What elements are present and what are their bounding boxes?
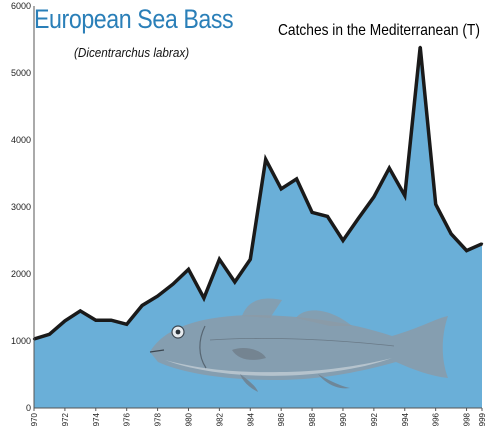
x-tick-label: 1976 xyxy=(123,412,132,426)
data-point-1998 xyxy=(465,249,468,252)
x-tick-label: 1986 xyxy=(277,412,286,426)
data-point-1996 xyxy=(434,203,437,206)
line-layer xyxy=(32,45,484,341)
x-tick-label: 1980 xyxy=(185,412,194,426)
data-point-1978 xyxy=(156,294,159,298)
chart-subtitle: (Dicentrarchus labrax) xyxy=(74,45,190,60)
data-point-1984 xyxy=(249,258,252,261)
data-point-1988 xyxy=(310,211,314,214)
data-point-1977 xyxy=(140,304,144,307)
data-point-1993 xyxy=(388,166,391,170)
x-tick-label: 1999 xyxy=(478,412,487,426)
y-tick-labels: 0 1000 2000 3000 4000 5000 6000 xyxy=(11,1,31,413)
data-point-1991 xyxy=(357,217,360,220)
data-point-1971 xyxy=(48,333,51,336)
x-tick-label: 1978 xyxy=(154,412,163,426)
data-point-1995 xyxy=(419,45,422,49)
data-point-1990 xyxy=(341,239,345,242)
data-point-1975 xyxy=(110,319,113,322)
data-point-1986 xyxy=(280,187,283,191)
axes xyxy=(33,6,482,409)
y-tick-label: 6000 xyxy=(11,1,31,11)
x-tick-labels: 1970 1972 1974 1976 1978 1980 1982 1984 1986 1988… xyxy=(30,408,487,426)
data-point-1994 xyxy=(403,194,406,197)
sea-bass-fish-icon xyxy=(149,298,448,392)
y-tick-label: 2000 xyxy=(11,269,31,279)
y-tick-label: 5000 xyxy=(11,68,31,78)
data-point-1992 xyxy=(372,195,376,199)
data-point-1974 xyxy=(94,319,98,322)
y-tick-label: 0 xyxy=(26,403,31,413)
chart-title: European Sea Bass xyxy=(34,4,234,34)
x-tick-label: 1996 xyxy=(432,412,441,426)
x-tick-label: 1988 xyxy=(308,412,317,426)
data-point-1973 xyxy=(79,309,82,313)
data-point-1979 xyxy=(171,282,175,286)
data-point-1972 xyxy=(63,319,67,323)
data-point-1976 xyxy=(125,323,128,326)
data-point-1983 xyxy=(233,280,236,284)
data-point-1985 xyxy=(264,158,267,161)
y-tick-label: 1000 xyxy=(11,336,31,346)
x-tick-label: 1974 xyxy=(92,412,101,426)
x-tick-label: 1992 xyxy=(370,412,379,426)
data-point-1987 xyxy=(295,177,298,181)
x-tick-label: 1984 xyxy=(246,412,255,426)
data-point-1999 xyxy=(480,242,484,245)
chart-caption: Catches in the Mediterranean (T) xyxy=(278,22,480,39)
x-tick-label: 1982 xyxy=(215,412,224,426)
y-tick-label: 4000 xyxy=(11,135,31,145)
x-tick-label: 1972 xyxy=(61,412,70,426)
catch-area xyxy=(34,46,482,409)
data-point-1981 xyxy=(202,296,206,300)
area-layer xyxy=(34,46,482,409)
x-tick-label: 1970 xyxy=(30,412,39,426)
x-tick-label: 1994 xyxy=(401,412,410,426)
catch-series-line xyxy=(33,46,483,341)
data-point-1997 xyxy=(449,232,453,235)
x-tick-label: 1990 xyxy=(339,412,348,426)
data-point-1982 xyxy=(218,258,221,261)
data-point-1989 xyxy=(326,215,329,218)
y-tick-label: 3000 xyxy=(11,202,31,212)
x-tick-label: 1998 xyxy=(463,412,472,426)
data-point-1980 xyxy=(187,268,190,271)
